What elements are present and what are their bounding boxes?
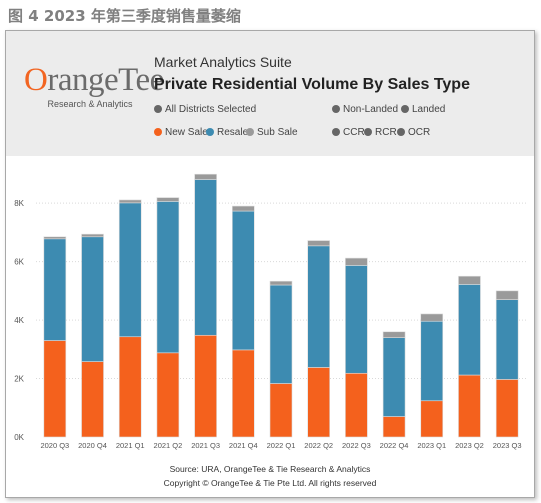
bar-segment [118, 336, 142, 438]
bar-segment [458, 284, 481, 376]
bar-segment [269, 280, 293, 286]
bar-segment [382, 337, 406, 417]
x-tick-label: 2021 Q2 [154, 441, 183, 450]
bar-segment [156, 352, 180, 438]
bar-segment [307, 245, 330, 368]
bar-segment [43, 340, 67, 438]
bar-segment [458, 374, 481, 438]
orangetee-logo: OrangeTee Research & Analytics [24, 62, 164, 109]
x-tick-label: 2023 Q1 [417, 441, 446, 450]
bar-segment [194, 179, 217, 336]
bar-segment [118, 199, 142, 204]
filter-landed[interactable]: Landed [401, 104, 445, 115]
bar-segment [382, 416, 406, 438]
logo-subtitle: Research & Analytics [47, 99, 133, 109]
filter-dot-icon [154, 105, 162, 113]
bar-segment [194, 334, 217, 438]
x-tick-label: 2022 Q3 [342, 441, 371, 450]
bar-segment [495, 290, 519, 300]
dashboard-title: Private Residential Volume By Sales Type [154, 76, 470, 93]
x-tick-label: 2022 Q4 [380, 441, 409, 450]
filter-dot-icon [332, 128, 340, 136]
bar-segment [382, 331, 406, 338]
bar-segment [81, 233, 104, 238]
x-tick-label: 2023 Q3 [493, 441, 522, 450]
x-tick-label: 2021 Q3 [191, 441, 220, 450]
x-tick-label: 2022 Q2 [304, 441, 333, 450]
bar-segment [269, 383, 293, 438]
bar-segment [156, 201, 180, 354]
legend-sub-sale[interactable]: Sub Sale [246, 127, 298, 138]
bar-segment [232, 205, 255, 212]
bar-segment [345, 372, 368, 438]
filter-all-districts[interactable]: All Districts Selected [154, 104, 256, 115]
filter-dot-icon [364, 128, 372, 136]
filter-rcr[interactable]: RCR [364, 127, 397, 138]
x-tick-label: 2021 Q4 [229, 441, 258, 450]
x-tick-label: 2021 Q1 [116, 441, 145, 450]
dashboard-panel: OrangeTee Research & Analytics Market An… [5, 30, 535, 498]
bar-segment [458, 275, 481, 285]
legend-resale[interactable]: Resale [206, 127, 248, 138]
bar-segment [495, 379, 519, 438]
y-tick-label: 8K [14, 199, 24, 208]
bar-segment [156, 197, 180, 202]
filter-ccr[interactable]: CCR [332, 127, 365, 138]
filter-dot-icon [401, 105, 409, 113]
x-tick-label: 2020 Q3 [40, 441, 69, 450]
bar-segment [345, 257, 368, 266]
dashboard-header: OrangeTee Research & Analytics Market An… [6, 31, 534, 156]
bar-segment [118, 202, 142, 338]
bar-segment [81, 361, 104, 438]
x-tick-label: 2023 Q2 [455, 441, 484, 450]
y-tick-label: 4K [14, 316, 24, 325]
bar-segment [495, 299, 519, 380]
filter-non-landed[interactable]: Non-Landed [332, 104, 398, 115]
bar-segment [43, 238, 67, 341]
bar-segment [232, 210, 255, 351]
bar-segment [420, 320, 444, 402]
source-note: Source: URA, OrangeTee & Tie Research & … [169, 464, 371, 474]
legend-dot-icon [154, 128, 162, 136]
x-tick-label: 2020 Q4 [78, 441, 107, 450]
copyright-note: Copyright © OrangeTee & Tie Pte Ltd. All… [163, 478, 377, 488]
suite-title: Market Analytics Suite [154, 54, 292, 70]
bar-segment [194, 173, 217, 180]
legend-dot-icon [206, 128, 214, 136]
y-tick-label: 2K [14, 375, 24, 384]
y-tick-label: 6K [14, 258, 24, 267]
bar-segment [307, 240, 330, 247]
volume-bar-chart: 0K 2K 4K 6K 8K 2020 Q3 2020 Q4 2021 Q1 2021 Q2 20… [14, 173, 526, 450]
bar-segment [43, 236, 67, 240]
legend-dot-icon [246, 128, 254, 136]
filter-dot-icon [397, 128, 405, 136]
bar-segment [420, 313, 444, 322]
bar-segment [307, 367, 330, 438]
bar-segment [420, 400, 444, 438]
x-tick-label: 2022 Q1 [267, 441, 296, 450]
bar-segment [232, 349, 255, 438]
legend-new-sale[interactable]: New Sale [154, 127, 208, 138]
bar-segment [345, 265, 368, 374]
filter-dot-icon [332, 105, 340, 113]
bar-segment [81, 236, 104, 362]
filter-ocr[interactable]: OCR [397, 127, 430, 138]
y-tick-label: 0K [14, 433, 24, 442]
bar-segment [269, 284, 293, 384]
figure-caption: 图 4 2023 年第三季度销售量萎缩 [8, 7, 241, 25]
